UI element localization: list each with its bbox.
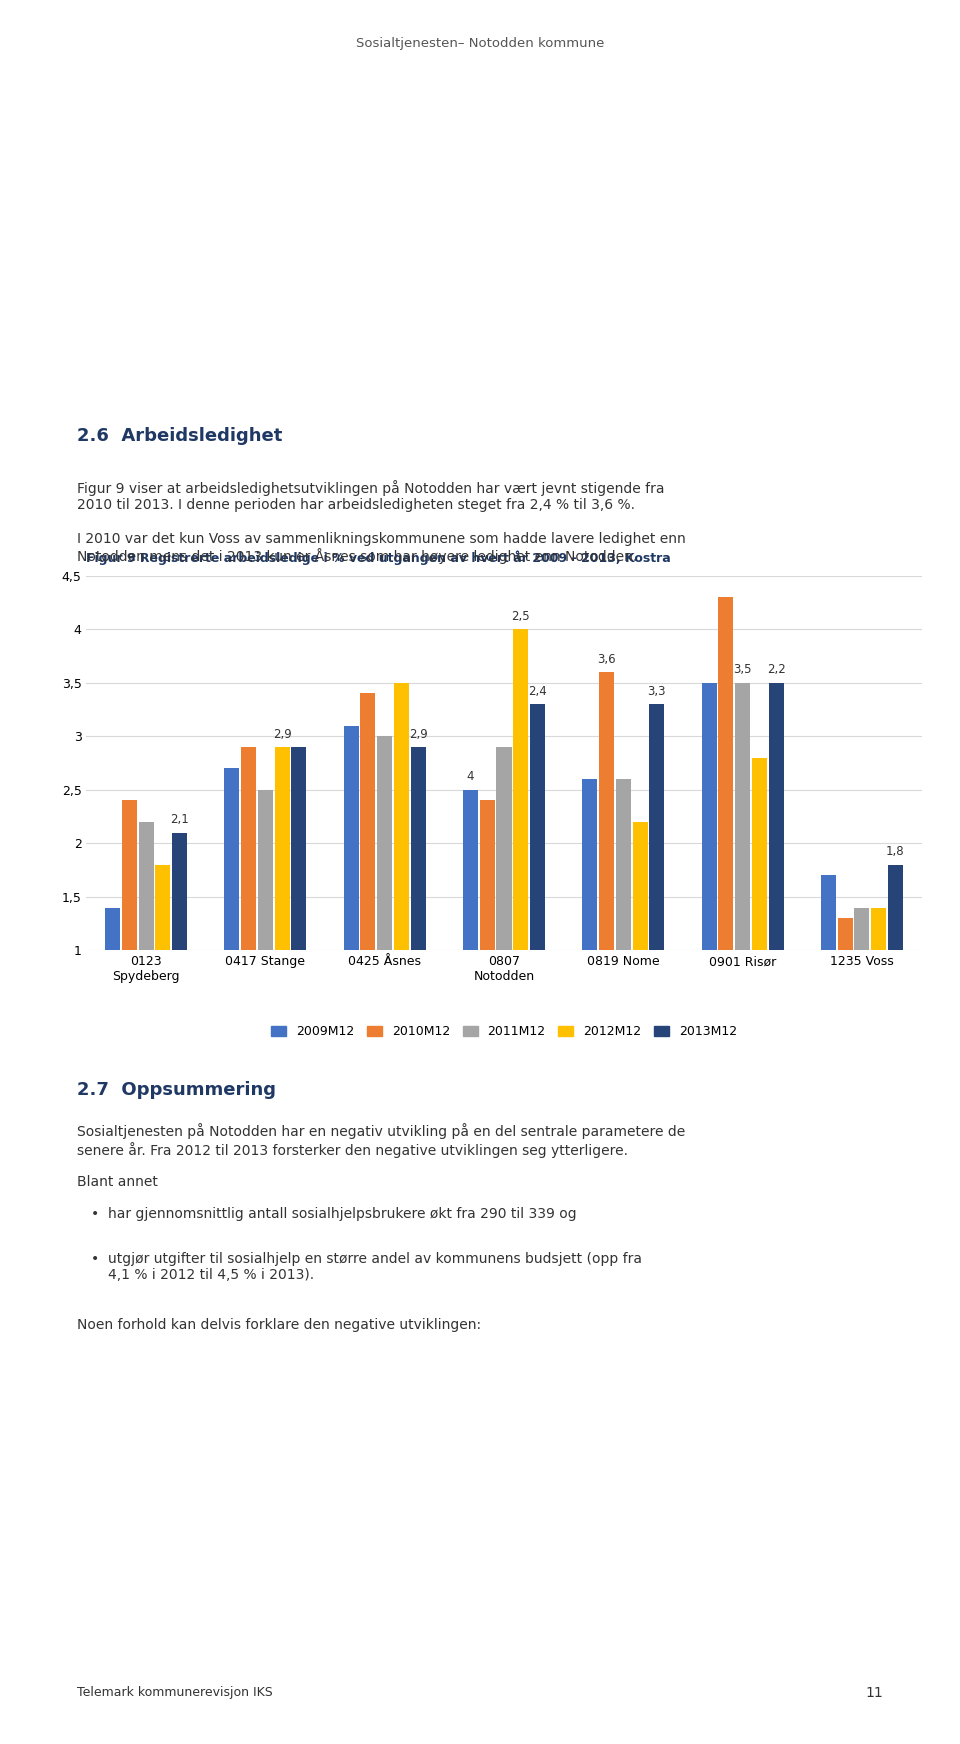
Text: utgjør utgifter til sosialhjelp en større andel av kommunens budsjett (opp fra
4: utgjør utgifter til sosialhjelp en størr… <box>108 1252 641 1282</box>
Text: 2,1: 2,1 <box>170 813 189 827</box>
Legend: 2009M12, 2010M12, 2011M12, 2012M12, 2013M12: 2009M12, 2010M12, 2011M12, 2012M12, 2013… <box>266 1020 742 1043</box>
Bar <box>344 726 359 950</box>
Text: 2,9: 2,9 <box>273 727 292 741</box>
Text: •: • <box>91 1252 100 1266</box>
Bar <box>291 746 306 950</box>
Text: 2,4: 2,4 <box>528 685 547 698</box>
Bar <box>258 790 273 950</box>
Text: Blant annet: Blant annet <box>77 1175 157 1189</box>
Text: Sosialtjenesten på Notodden har en negativ utvikling på en del sentrale paramete: Sosialtjenesten på Notodden har en negat… <box>77 1123 685 1158</box>
Text: 2,5: 2,5 <box>512 610 530 623</box>
Bar <box>599 671 614 950</box>
Text: 1,8: 1,8 <box>886 846 904 858</box>
Text: Figur 9 Registrerte arbeidsledige i % ved utgangen av hvert år 2009 - 2013, Kost: Figur 9 Registrerte arbeidsledige i % ve… <box>86 549 671 565</box>
Text: 2.7  Oppsummering: 2.7 Oppsummering <box>77 1081 276 1099</box>
Text: 4: 4 <box>467 771 474 783</box>
Text: Figur 9 viser at arbeidsledighetsutviklingen på Notodden har vært jevnt stigende: Figur 9 viser at arbeidsledighetsutvikli… <box>77 480 664 511</box>
Bar <box>225 769 239 950</box>
Text: 3,6: 3,6 <box>597 652 616 666</box>
Bar <box>615 780 631 950</box>
Bar <box>702 682 717 950</box>
Bar <box>530 705 545 950</box>
Bar <box>122 800 137 950</box>
Bar <box>888 865 902 950</box>
Bar <box>514 630 528 950</box>
Text: I 2010 var det kun Voss av sammenlikningskommunene som hadde lavere ledighet enn: I 2010 var det kun Voss av sammenlikning… <box>77 532 685 565</box>
Bar <box>480 800 494 950</box>
Bar <box>172 832 187 950</box>
Bar <box>735 682 750 950</box>
Text: 2.6  Arbeidsledighet: 2.6 Arbeidsledighet <box>77 427 282 445</box>
Text: Noen forhold kan delvis forklare den negative utviklingen:: Noen forhold kan delvis forklare den neg… <box>77 1318 481 1332</box>
Text: 2,9: 2,9 <box>409 727 427 741</box>
Bar <box>394 682 409 950</box>
Bar <box>838 919 852 950</box>
Bar <box>411 746 425 950</box>
Bar <box>854 907 870 950</box>
Text: har gjennomsnittlig antall sosialhjelpsbrukere økt fra 290 til 339 og: har gjennomsnittlig antall sosialhjelpsb… <box>108 1207 576 1221</box>
Text: •: • <box>91 1207 100 1221</box>
Text: 3,3: 3,3 <box>647 685 666 698</box>
Bar <box>821 875 836 950</box>
Bar <box>463 790 478 950</box>
Text: 3,5: 3,5 <box>733 663 752 677</box>
Bar <box>496 746 512 950</box>
Bar <box>360 694 375 950</box>
Bar <box>871 907 886 950</box>
Bar <box>275 746 290 950</box>
Bar <box>241 746 256 950</box>
Text: 11: 11 <box>866 1686 883 1700</box>
Bar <box>377 736 393 950</box>
Bar <box>106 907 120 950</box>
Bar <box>769 682 783 950</box>
Bar <box>138 821 154 950</box>
Bar <box>752 757 767 950</box>
Text: Telemark kommunerevisjon IKS: Telemark kommunerevisjon IKS <box>77 1686 273 1699</box>
Bar <box>156 865 170 950</box>
Text: 2,2: 2,2 <box>767 663 785 677</box>
Bar <box>633 821 648 950</box>
Text: Sosialtjenesten– Notodden kommune: Sosialtjenesten– Notodden kommune <box>356 37 604 49</box>
Bar <box>649 705 664 950</box>
Bar <box>718 596 733 950</box>
Bar <box>583 780 597 950</box>
